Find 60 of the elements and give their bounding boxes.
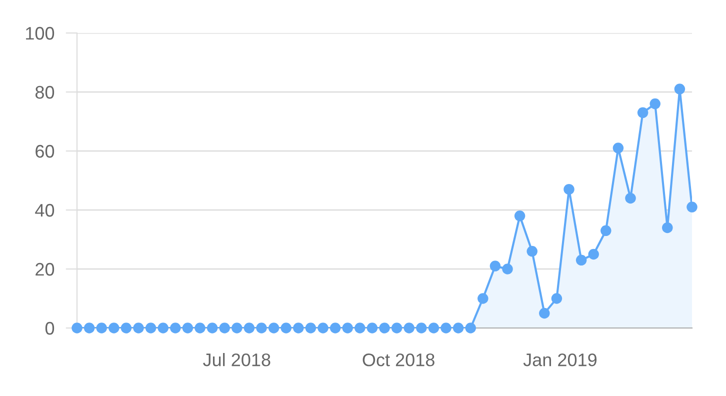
point [452, 322, 464, 334]
point [379, 322, 390, 334]
point [576, 254, 587, 266]
point [588, 248, 599, 260]
y-tick-label: 100 [26, 26, 54, 40]
point [416, 322, 427, 334]
y-tick-label: 20 [36, 262, 54, 276]
point [391, 322, 402, 334]
point [637, 107, 648, 118]
point [465, 322, 476, 334]
point [330, 322, 341, 334]
point [564, 184, 574, 195]
point [662, 222, 673, 234]
y-tick-label: 80 [35, 86, 54, 99]
point [526, 246, 538, 257]
point [206, 322, 218, 334]
point [72, 322, 82, 334]
x-tick-label: Jan 2019 [523, 353, 597, 366]
point [600, 225, 612, 236]
point [158, 322, 168, 334]
point [650, 98, 660, 110]
point [182, 322, 194, 334]
point [612, 142, 624, 154]
point [502, 264, 513, 274]
point [318, 322, 328, 334]
y-tick-label: 40 [35, 204, 54, 217]
point [539, 308, 550, 319]
point [145, 322, 156, 334]
point [256, 322, 267, 334]
point [219, 322, 230, 334]
point [625, 192, 636, 204]
x-tick-label: Jul 2018 [203, 353, 270, 366]
point [551, 293, 562, 304]
point [674, 84, 686, 94]
point [280, 322, 292, 334]
point [440, 322, 452, 334]
point [194, 322, 206, 334]
point [96, 322, 107, 334]
point [366, 322, 378, 334]
point [490, 260, 501, 272]
point [120, 322, 132, 334]
point [108, 322, 120, 334]
y-tick-label: 60 [36, 144, 54, 158]
point [293, 322, 304, 334]
y-tick-label: 0 [45, 322, 54, 335]
point [305, 322, 316, 334]
point [354, 322, 366, 334]
point [268, 322, 280, 334]
point [244, 322, 255, 334]
point [514, 210, 526, 222]
point [404, 322, 414, 334]
x-tick-label: Oct 2018 [362, 353, 434, 366]
point [170, 322, 181, 334]
point [342, 322, 353, 334]
point [133, 322, 144, 334]
point [478, 293, 488, 304]
point [232, 322, 242, 334]
point [428, 322, 440, 334]
point [84, 322, 95, 334]
point [686, 202, 698, 212]
